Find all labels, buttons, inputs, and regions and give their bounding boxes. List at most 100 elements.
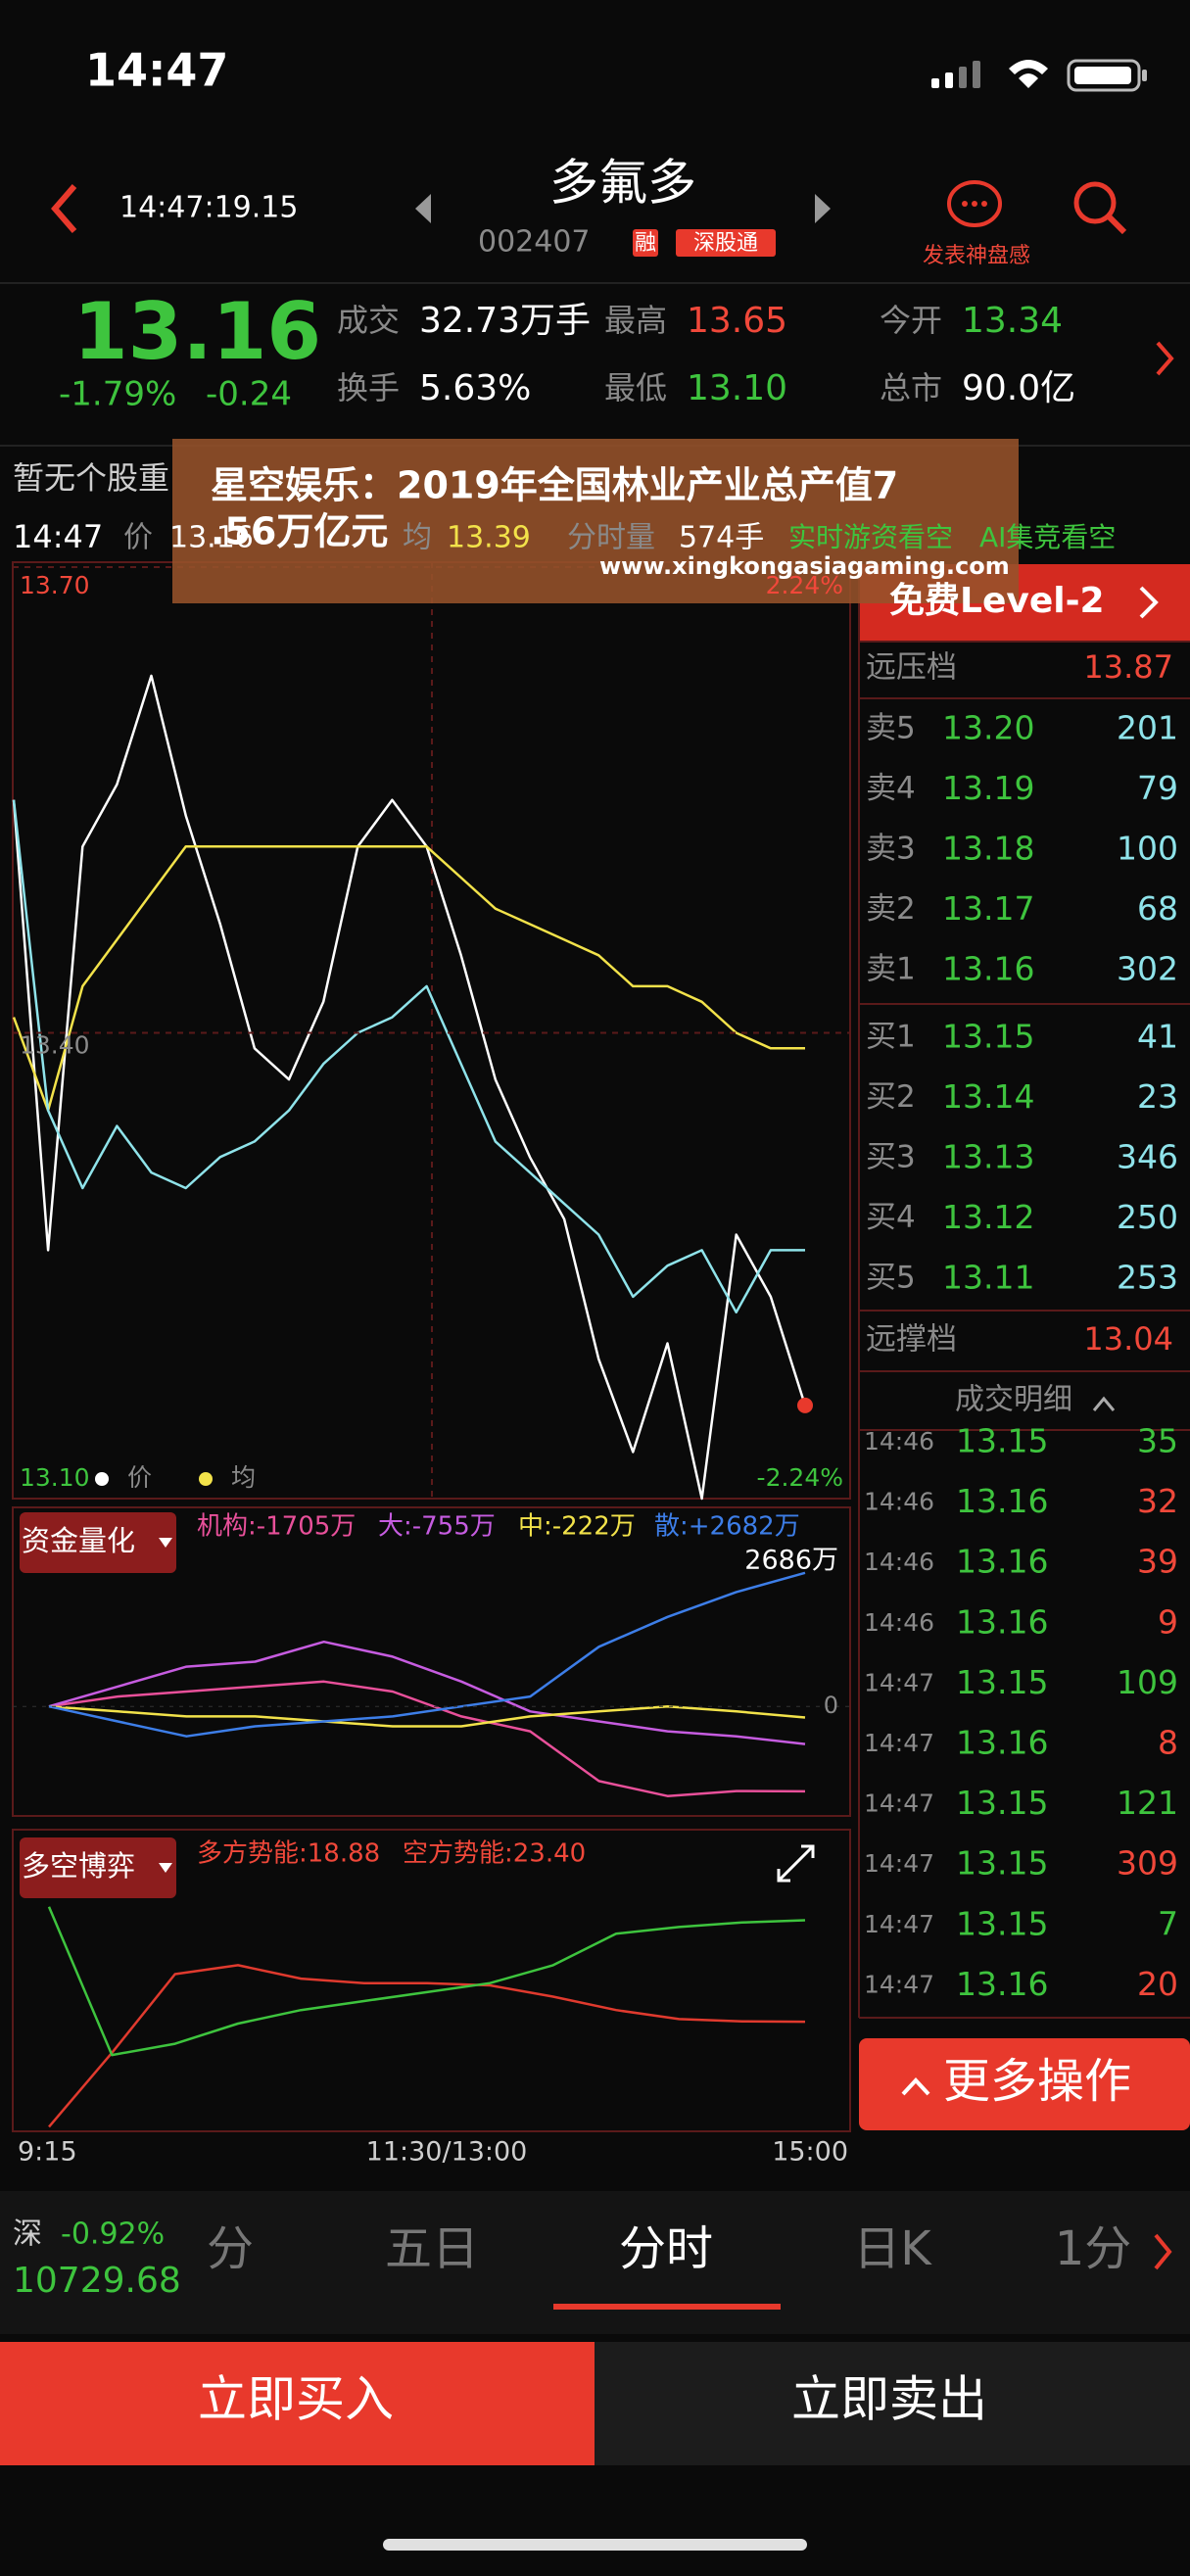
info-vol: 574手 bbox=[679, 521, 764, 555]
trade-time: 14:47 bbox=[864, 1729, 934, 1757]
tab[interactable]: 分时 bbox=[619, 2221, 713, 2276]
tab[interactable]: 日K bbox=[853, 2221, 932, 2276]
ask-label: 卖3 bbox=[866, 832, 916, 867]
fullscreen-button[interactable] bbox=[777, 1844, 815, 1883]
index-change: -0.92% bbox=[61, 2218, 165, 2252]
trade-time: 14:47 bbox=[864, 1789, 934, 1818]
series-line bbox=[48, 1680, 806, 1797]
bid-volume: 253 bbox=[1117, 1259, 1178, 1297]
y2-tick-label: -2.24% bbox=[757, 1463, 843, 1492]
trade-price: 13.15 bbox=[956, 1904, 1048, 1942]
ask-volume: 100 bbox=[1117, 830, 1178, 868]
legend-label: 均 bbox=[231, 1463, 256, 1492]
power-menu[interactable] bbox=[20, 1837, 176, 1898]
stat-label: 换手 bbox=[337, 369, 400, 406]
level2-label: 免费Level-2 bbox=[889, 581, 1105, 621]
series-line bbox=[48, 1704, 806, 1728]
trade-price: 13.15 bbox=[956, 1663, 1048, 1701]
series-line bbox=[48, 1964, 806, 2128]
series-line bbox=[48, 1571, 806, 1738]
chevron bbox=[901, 2077, 930, 2096]
trade-volume: 8 bbox=[1158, 1724, 1178, 1762]
sell-button[interactable] bbox=[595, 2342, 1190, 2465]
bid-price: 13.11 bbox=[942, 1259, 1034, 1297]
trade-time: 14:46 bbox=[864, 1548, 934, 1576]
ask-volume: 201 bbox=[1117, 709, 1178, 747]
trade-volume: 32 bbox=[1137, 1482, 1178, 1520]
trade-volume: 121 bbox=[1117, 1784, 1178, 1822]
more-label: 更多操作 bbox=[943, 2054, 1131, 2109]
trade-volume: 9 bbox=[1158, 1602, 1178, 1641]
legend-label: 中:-222万 bbox=[518, 1512, 636, 1542]
ad-banner[interactable] bbox=[172, 439, 1019, 603]
tab[interactable]: 分 bbox=[207, 2221, 254, 2276]
y-tick-label: 13.70 bbox=[20, 571, 90, 599]
trade-volume: 309 bbox=[1117, 1844, 1178, 1883]
notice: 暂无个股重 bbox=[13, 459, 169, 497]
legend-label: 空方势能:23.40 bbox=[403, 1839, 586, 1869]
fund-menu[interactable] bbox=[20, 1512, 176, 1573]
ask-volume: 79 bbox=[1137, 769, 1178, 807]
legend-label: 散:+2682万 bbox=[654, 1512, 800, 1542]
annotation: 2686万 bbox=[744, 1546, 838, 1576]
ask-volume: 302 bbox=[1117, 950, 1178, 988]
badge: 深股通 bbox=[693, 231, 758, 256]
stat-label: 最高 bbox=[604, 302, 667, 339]
info-avg: 13.39 bbox=[447, 521, 531, 555]
info-label: 分时量 bbox=[567, 521, 655, 555]
info-label: 价 bbox=[123, 521, 153, 555]
trade-time: 14:46 bbox=[864, 1427, 934, 1455]
next-stock[interactable] bbox=[815, 194, 831, 223]
stat-value: 13.10 bbox=[687, 368, 787, 408]
bid-label: 买5 bbox=[866, 1261, 916, 1296]
stat-label: 成交 bbox=[337, 302, 400, 339]
signal-tag: 实时游资看空 bbox=[788, 521, 953, 553]
badge-bg bbox=[676, 229, 776, 257]
trade-time: 14:47 bbox=[864, 1910, 934, 1938]
buy-label[interactable]: 立即买入 bbox=[198, 2371, 394, 2428]
expand-quote[interactable] bbox=[1156, 341, 1174, 376]
status-icons bbox=[931, 59, 1147, 92]
more-button[interactable] bbox=[859, 2038, 1190, 2130]
bid-volume: 346 bbox=[1117, 1138, 1178, 1176]
comment-button[interactable] bbox=[947, 180, 1002, 227]
labels: 14:4714:47:19.15 多氟多002407 融深股通发表神盘感13.16-… bbox=[13, 44, 1178, 2428]
info-time: 14:47 bbox=[13, 518, 103, 555]
x-tick-label: 9:15 bbox=[18, 2137, 77, 2168]
last-price: 13.16 bbox=[73, 286, 321, 377]
trade-price: 13.15 bbox=[956, 1784, 1048, 1822]
trade-volume: 109 bbox=[1117, 1663, 1178, 1701]
back-button[interactable] bbox=[51, 184, 77, 233]
info-label: 均 bbox=[403, 521, 432, 555]
info-price: 13.16 bbox=[169, 521, 254, 555]
legend-label: 机构:-1705万 bbox=[197, 1512, 356, 1542]
tab[interactable]: 1分 bbox=[1055, 2221, 1132, 2276]
banner-url: www.xingkongasiagaming.com bbox=[599, 552, 1010, 580]
far-bid-label: 远撑档 bbox=[866, 1322, 957, 1358]
bid-price: 13.13 bbox=[942, 1138, 1034, 1176]
buy-button[interactable] bbox=[0, 2342, 595, 2465]
sell-label[interactable]: 立即卖出 bbox=[791, 2371, 987, 2428]
trade-volume: 35 bbox=[1137, 1422, 1178, 1460]
index-value: 10729.68 bbox=[13, 2261, 181, 2301]
legend-dot bbox=[95, 1472, 109, 1486]
prev-stock[interactable] bbox=[415, 194, 431, 223]
legend-label: 大:-755万 bbox=[378, 1512, 496, 1542]
search-button[interactable] bbox=[1073, 181, 1127, 235]
trade-price: 13.16 bbox=[956, 1724, 1048, 1762]
ask-label: 卖4 bbox=[866, 771, 916, 806]
y2-tick-label: 2.24% bbox=[766, 571, 843, 599]
stat-value: 90.0亿 bbox=[962, 368, 1075, 408]
index-name: 深 bbox=[13, 2218, 42, 2252]
y-tick-label: 13.40 bbox=[20, 1031, 90, 1060]
chevron[interactable] bbox=[1154, 2233, 1172, 2270]
ask-volume: 68 bbox=[1137, 889, 1178, 928]
trade-time: 14:47 bbox=[864, 1668, 934, 1696]
trade-time: 14:46 bbox=[864, 1488, 934, 1516]
trade-volume: 20 bbox=[1137, 1965, 1178, 2003]
bid-label: 买4 bbox=[866, 1200, 916, 1235]
tab[interactable]: 五日 bbox=[385, 2221, 479, 2276]
chart-frames bbox=[12, 561, 851, 2132]
